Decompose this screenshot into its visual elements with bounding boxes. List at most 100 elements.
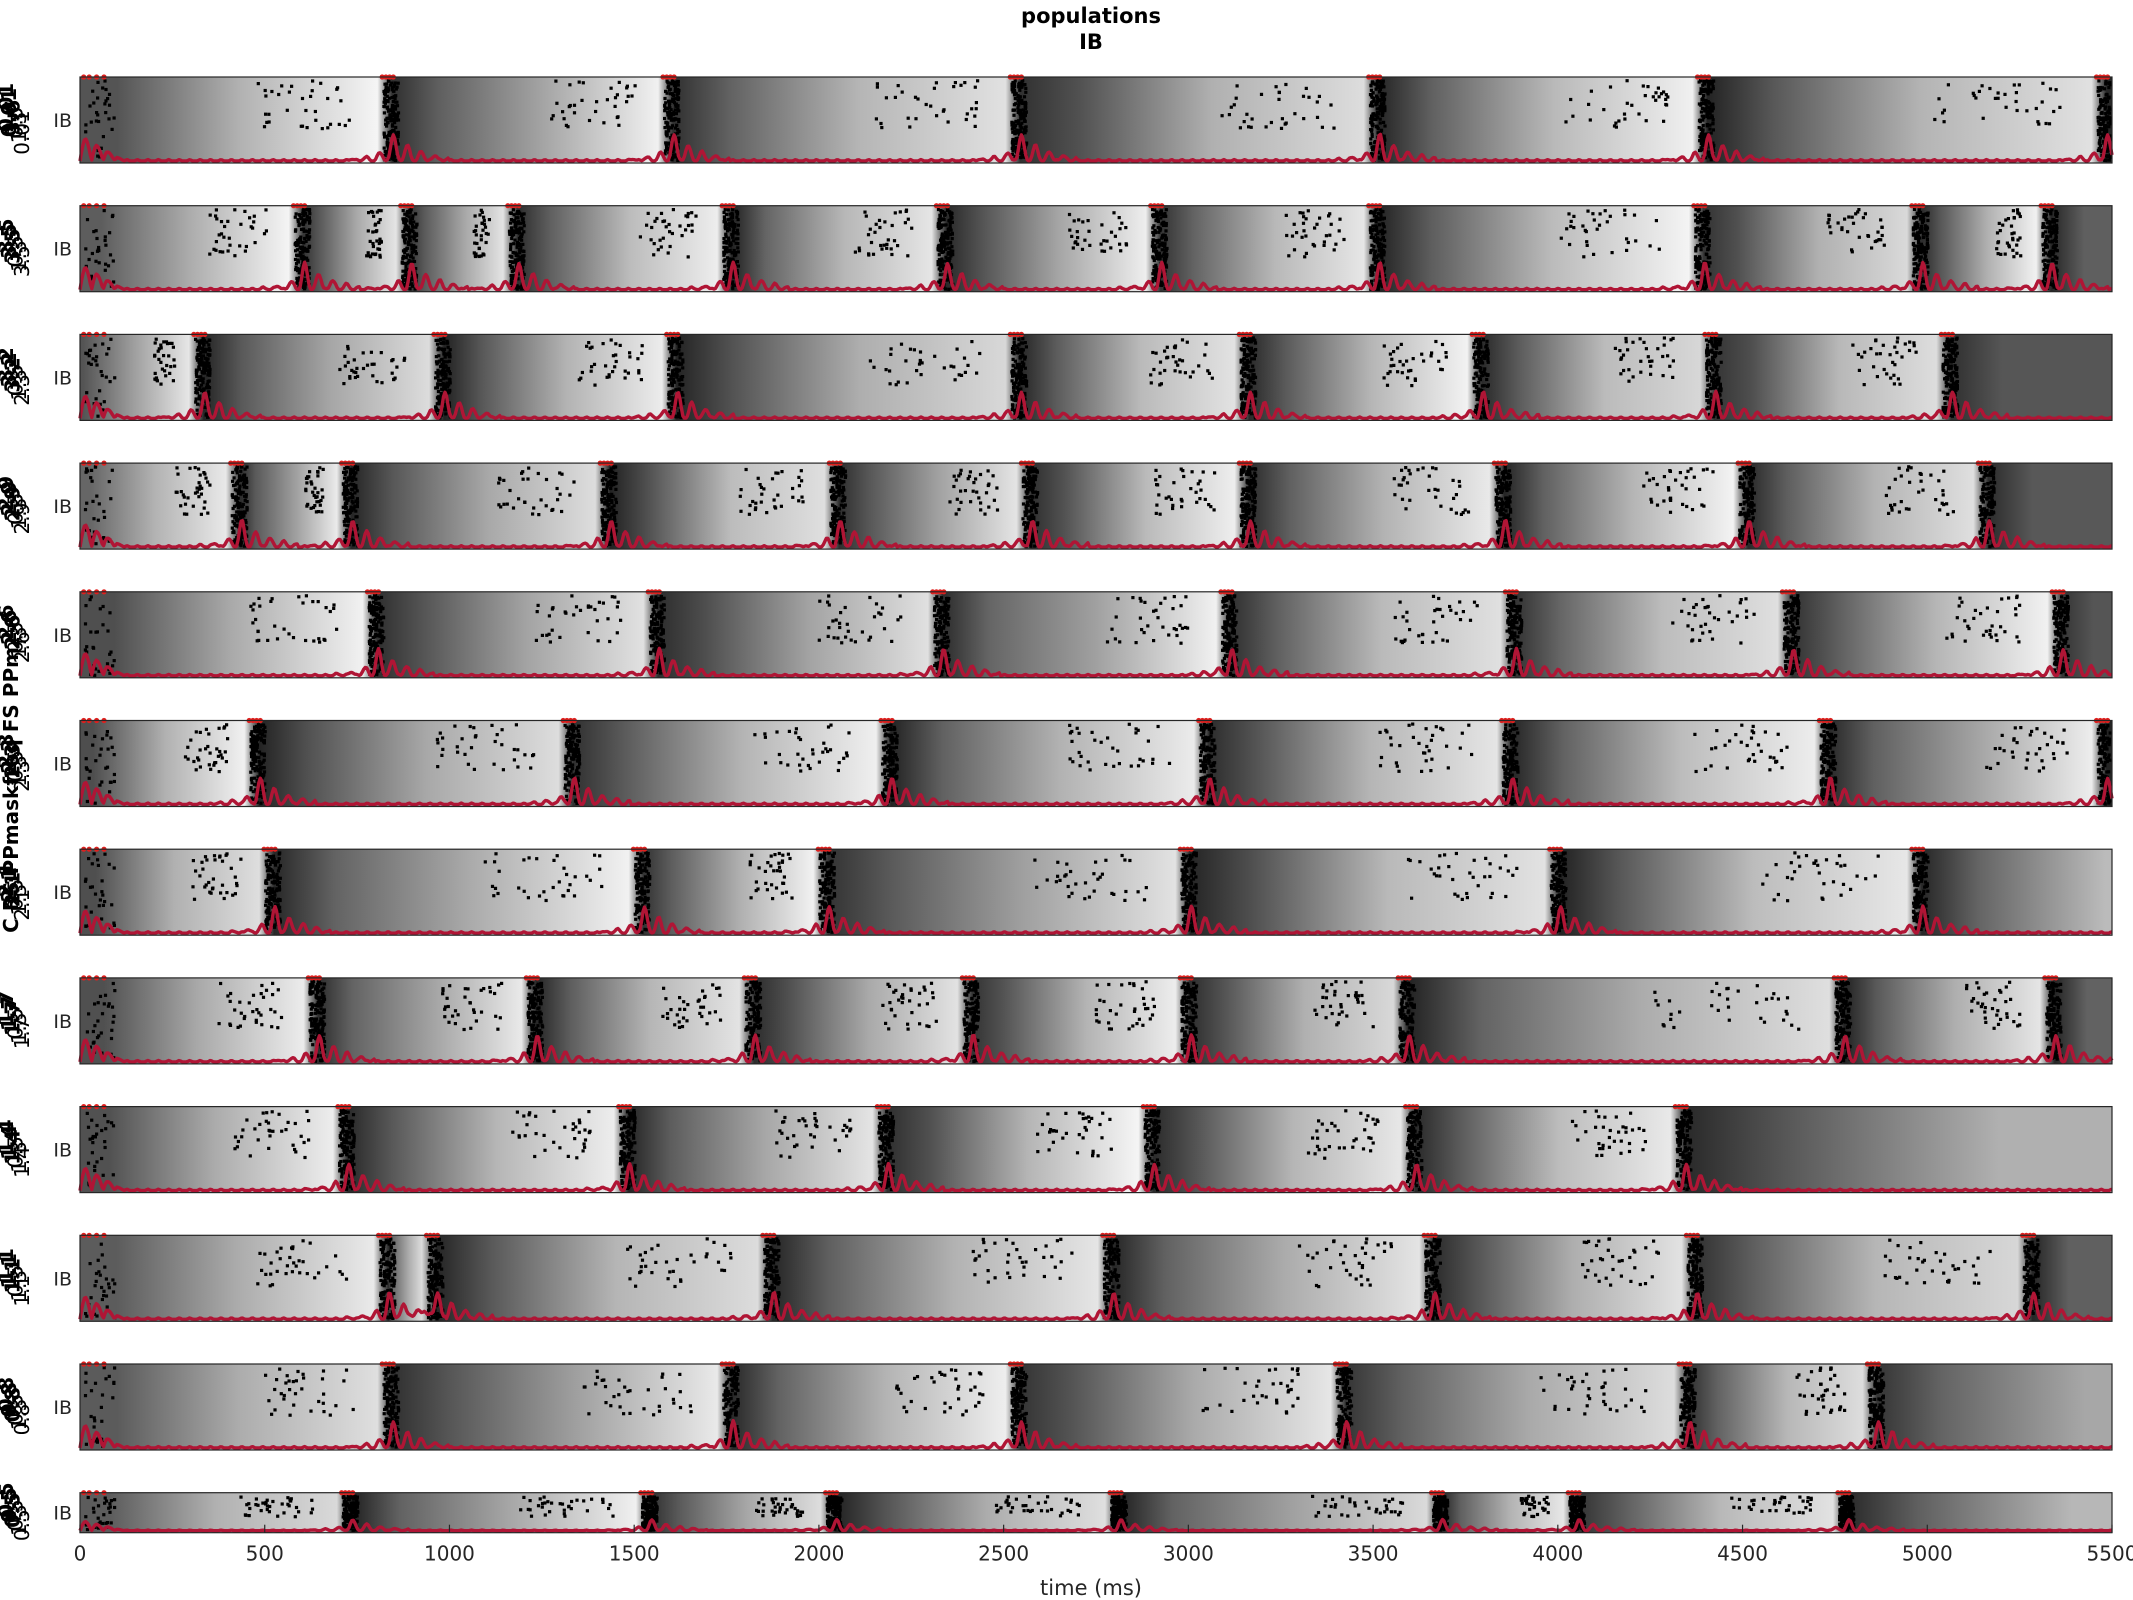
- spike-mark: [510, 236, 514, 241]
- spike-mark: [675, 371, 679, 375]
- spike-mark: [1380, 284, 1384, 288]
- spike-mark: [676, 396, 680, 400]
- spike-mark: [1242, 336, 1246, 341]
- spike-mark: [1248, 360, 1252, 364]
- spike-mark: [943, 212, 947, 217]
- spike-mark: [1152, 249, 1156, 253]
- spike-mark: [94, 119, 98, 123]
- spike-mark: [1926, 218, 1930, 223]
- spike-mark: [1483, 367, 1487, 371]
- spike-mark: [1944, 347, 1948, 351]
- spike-mark: [1383, 107, 1387, 111]
- spike-mark: [1486, 358, 1490, 362]
- spike-mark: [2046, 269, 2050, 273]
- spike-mark: [2050, 240, 2054, 244]
- spike-mark: [1988, 86, 1992, 91]
- spike-mark: [1374, 101, 1378, 105]
- spike-mark: [630, 94, 634, 98]
- spike-mark: [1701, 133, 1705, 137]
- spike-mark: [898, 210, 902, 214]
- spike-mark: [1699, 79, 1703, 83]
- spike-mark: [303, 220, 307, 224]
- spike-mark: [94, 359, 98, 363]
- spike-mark: [1380, 103, 1384, 107]
- spike-mark: [196, 381, 200, 385]
- spike-mark: [1374, 87, 1378, 91]
- spike-mark: [735, 212, 740, 216]
- spike-mark: [1704, 156, 1708, 160]
- spike-mark: [84, 123, 88, 127]
- spike-mark: [676, 87, 680, 92]
- spike-mark: [663, 109, 667, 113]
- spike-mark: [1699, 147, 1703, 151]
- spike-mark: [95, 355, 99, 359]
- spike-mark: [157, 347, 161, 351]
- spike-mark: [338, 367, 342, 372]
- spike-mark: [297, 239, 301, 243]
- spike-mark: [1378, 109, 1383, 113]
- spike-mark: [2104, 97, 2108, 101]
- spike-mark: [1383, 109, 1387, 113]
- spike-mark: [1847, 215, 1851, 219]
- spike-mark: [1011, 137, 1015, 142]
- spike-mark: [1376, 244, 1381, 248]
- spike-mark: [2102, 139, 2106, 143]
- spike-mark: [940, 265, 944, 269]
- spike-mark: [512, 213, 516, 217]
- spike-mark: [1698, 264, 1703, 268]
- spike-mark: [305, 233, 309, 237]
- spike-mark: [1378, 105, 1383, 109]
- spike-mark: [1702, 210, 1706, 214]
- spike-mark: [677, 117, 681, 122]
- spike-mark: [1709, 88, 1713, 92]
- spike-mark: [735, 228, 740, 232]
- spike-mark: [1951, 337, 1955, 341]
- spike-mark: [1249, 385, 1253, 389]
- spike-mark: [295, 267, 300, 271]
- spike-mark: [2108, 155, 2112, 159]
- spike-mark: [941, 267, 945, 271]
- spike-mark: [1371, 117, 1375, 121]
- spike-mark: [1376, 98, 1380, 102]
- spike-mark: [1915, 253, 1919, 257]
- spike-mark: [404, 256, 408, 260]
- spike-mark: [307, 266, 311, 270]
- spike-mark: [303, 212, 307, 216]
- spike-mark: [480, 210, 484, 214]
- spike-mark: [518, 285, 522, 289]
- spike-mark: [1605, 220, 1609, 224]
- spike-mark: [1705, 110, 1709, 114]
- spike-mark: [1704, 252, 1708, 256]
- spike-mark: [1705, 354, 1709, 358]
- spike-mark: [1915, 231, 1919, 235]
- spike-mark: [939, 218, 943, 222]
- spike-mark: [1074, 240, 1078, 244]
- spike-mark: [1302, 229, 1306, 233]
- spike-mark: [2041, 243, 2045, 247]
- spike-mark: [377, 208, 381, 213]
- spike-mark: [1017, 381, 1021, 385]
- spike-mark: [1018, 108, 1023, 112]
- spike-mark: [207, 346, 211, 350]
- spike-mark: [1955, 351, 1959, 355]
- spike-mark: [1472, 384, 1476, 388]
- spike-mark: [447, 354, 451, 358]
- spike-mark: [518, 255, 522, 259]
- spike-mark: [1572, 214, 1576, 218]
- spike-mark: [1374, 220, 1378, 224]
- spike-mark: [677, 336, 682, 340]
- spike-mark: [1239, 394, 1243, 398]
- spike-mark: [2055, 219, 2059, 223]
- spike-mark: [1592, 218, 1596, 222]
- spike-mark: [879, 243, 883, 248]
- spike-mark: [297, 271, 301, 275]
- spike-mark: [674, 132, 678, 136]
- spike-mark: [1476, 387, 1481, 391]
- spike-mark: [872, 365, 876, 369]
- spike-mark: [285, 108, 289, 112]
- spike-mark: [383, 93, 387, 97]
- spike-mark: [564, 123, 568, 127]
- spike-mark: [444, 412, 448, 416]
- spike-mark: [2054, 261, 2058, 265]
- spike-mark: [510, 266, 514, 270]
